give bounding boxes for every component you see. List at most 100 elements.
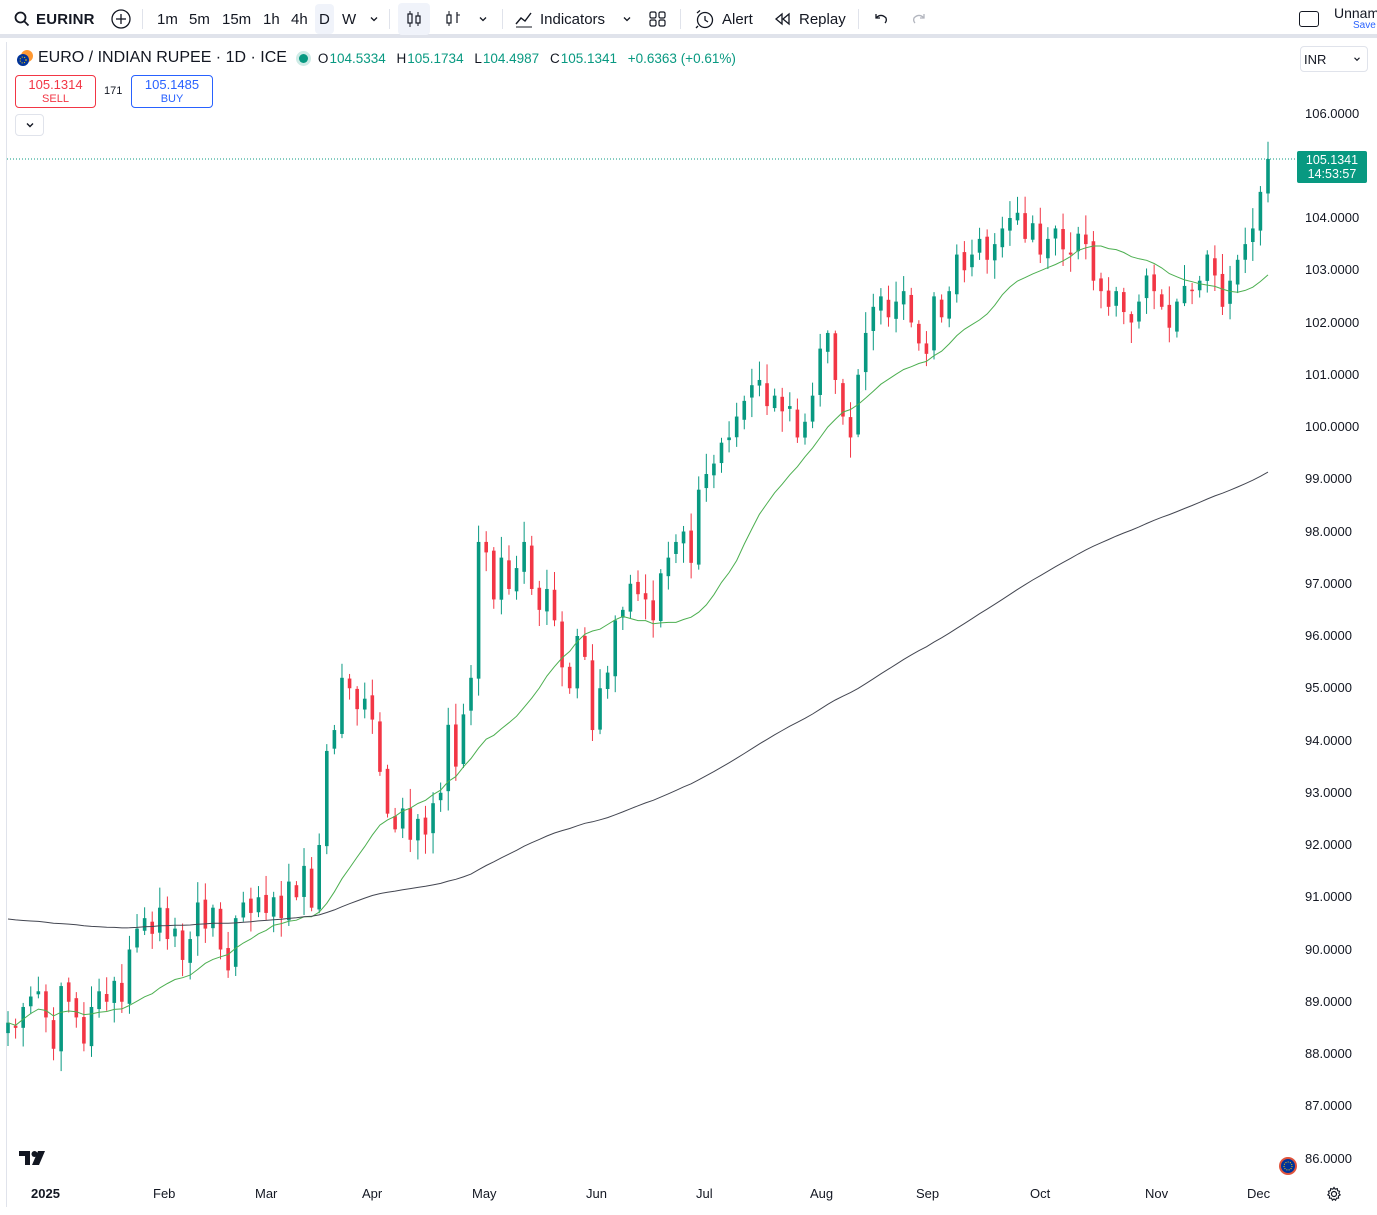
timeframe-w[interactable]: W bbox=[342, 10, 357, 28]
candle bbox=[947, 286, 952, 328]
candle bbox=[66, 977, 71, 1013]
time-axis-label: Sep bbox=[916, 1186, 940, 1201]
candle bbox=[1167, 286, 1172, 343]
chevron-down-icon bbox=[370, 17, 378, 22]
spread-value: 171 bbox=[104, 85, 123, 97]
candle bbox=[233, 915, 238, 977]
chart-settings-button[interactable] bbox=[1326, 1186, 1342, 1207]
timeframe-15m[interactable]: 15m bbox=[222, 10, 252, 28]
time-axis-label: Jul bbox=[696, 1186, 713, 1201]
candle bbox=[97, 978, 101, 1018]
candle bbox=[788, 392, 792, 422]
candle bbox=[416, 814, 420, 860]
candle bbox=[1266, 141, 1270, 203]
time-axis-label: Aug bbox=[810, 1186, 834, 1201]
series-legend: EURO / INDIAN RUPEE · 1D · ICE O104.5334… bbox=[16, 49, 743, 67]
candle bbox=[1251, 208, 1255, 261]
collapse-legend-button[interactable] bbox=[15, 114, 44, 136]
candle bbox=[658, 569, 663, 628]
candle bbox=[180, 923, 185, 977]
alert-clock-icon bbox=[695, 10, 714, 29]
open-key: O bbox=[317, 51, 329, 66]
candle bbox=[347, 673, 352, 700]
candle bbox=[408, 788, 413, 853]
layout-grid-icon bbox=[649, 11, 666, 27]
candle bbox=[1220, 253, 1225, 315]
sell-button[interactable]: 105.1314 SELL bbox=[15, 75, 96, 108]
candle bbox=[1061, 213, 1065, 266]
redo-button[interactable] bbox=[910, 0, 928, 38]
candle bbox=[1258, 186, 1263, 246]
candle bbox=[454, 703, 458, 781]
candle bbox=[841, 378, 845, 425]
candle bbox=[939, 294, 944, 323]
candle bbox=[719, 437, 724, 473]
tradingview-logo[interactable] bbox=[18, 1149, 50, 1172]
candle bbox=[378, 712, 382, 776]
candle bbox=[1015, 196, 1020, 225]
currency-select[interactable]: INR bbox=[1300, 46, 1368, 72]
candle bbox=[1076, 226, 1081, 260]
candle bbox=[491, 547, 496, 609]
eu-flag-icon bbox=[1279, 1157, 1297, 1175]
candle bbox=[294, 881, 299, 901]
chart-pane[interactable] bbox=[6, 42, 1377, 1207]
time-axis-label: Mar bbox=[255, 1186, 278, 1201]
tradingview-logo-icon bbox=[19, 1151, 45, 1165]
indicators-dropdown[interactable] bbox=[621, 0, 633, 38]
indicators-button[interactable]: Indicators bbox=[514, 0, 605, 38]
candle bbox=[901, 276, 906, 320]
symbol-search[interactable]: EURINR bbox=[14, 0, 95, 38]
chart-type-candles-button[interactable] bbox=[398, 3, 430, 35]
timeframe-dropdown[interactable] bbox=[368, 0, 380, 38]
last-price-label: 105.1341 14:53:57 bbox=[1297, 151, 1367, 183]
high-key: H bbox=[396, 51, 407, 66]
price-axis-label: 102.0000 bbox=[1305, 314, 1360, 330]
price-axis-label: 96.0000 bbox=[1305, 628, 1352, 643]
indicators-icon bbox=[515, 12, 532, 28]
time-axis-label: Dec bbox=[1247, 1186, 1271, 1201]
candle bbox=[1023, 196, 1027, 243]
chart-style-button[interactable] bbox=[443, 0, 463, 38]
price-axis-label: 98.0000 bbox=[1305, 523, 1352, 539]
close-value: 105.1341 bbox=[560, 51, 617, 66]
timeframe-1h[interactable]: 1h bbox=[263, 10, 280, 28]
timeframe-d[interactable]: D bbox=[315, 4, 334, 34]
candle bbox=[734, 402, 739, 447]
price-axis-label: 97.0000 bbox=[1305, 575, 1352, 591]
top-toolbar: EURINR 1m 5m 15m 1h 4h D W Indicators Al… bbox=[0, 0, 1377, 38]
price-axis-label: 92.0000 bbox=[1305, 837, 1352, 852]
undo-button[interactable] bbox=[872, 0, 890, 38]
layout-button[interactable] bbox=[648, 0, 668, 38]
timeframe-1m[interactable]: 1m bbox=[157, 10, 178, 28]
candle bbox=[886, 285, 891, 327]
layout-name-button[interactable]: Unnam Save bbox=[1334, 0, 1377, 38]
data-provider-badge[interactable] bbox=[1278, 1156, 1298, 1181]
candle bbox=[1159, 289, 1164, 310]
candle bbox=[1114, 286, 1118, 317]
timeframe-4h[interactable]: 4h bbox=[291, 10, 308, 28]
candle bbox=[1106, 277, 1111, 316]
market-open-indicator bbox=[298, 53, 308, 63]
replay-label: Replay bbox=[799, 10, 846, 28]
buy-button[interactable]: 105.1485 BUY bbox=[131, 75, 213, 108]
chart-style-dropdown[interactable] bbox=[477, 0, 489, 38]
candle bbox=[120, 964, 124, 1013]
close-key: C bbox=[549, 51, 560, 66]
candle bbox=[598, 669, 602, 735]
compare-symbol-button[interactable] bbox=[110, 0, 132, 38]
buy-price: 105.1485 bbox=[144, 77, 200, 92]
price-axis-label: 106.0000 bbox=[1305, 105, 1360, 121]
alert-button[interactable]: Alert bbox=[694, 0, 753, 38]
replay-button[interactable]: Replay bbox=[773, 0, 846, 38]
redo-icon bbox=[913, 14, 925, 24]
candle bbox=[476, 525, 481, 696]
candle bbox=[590, 644, 595, 742]
timeframe-5m[interactable]: 5m bbox=[189, 10, 210, 28]
layout-checkbox[interactable] bbox=[1299, 0, 1319, 38]
candle bbox=[256, 886, 261, 918]
chevron-down-icon bbox=[1354, 57, 1360, 62]
price-axis-label: 89.0000 bbox=[1305, 993, 1352, 1009]
candle bbox=[431, 792, 435, 854]
